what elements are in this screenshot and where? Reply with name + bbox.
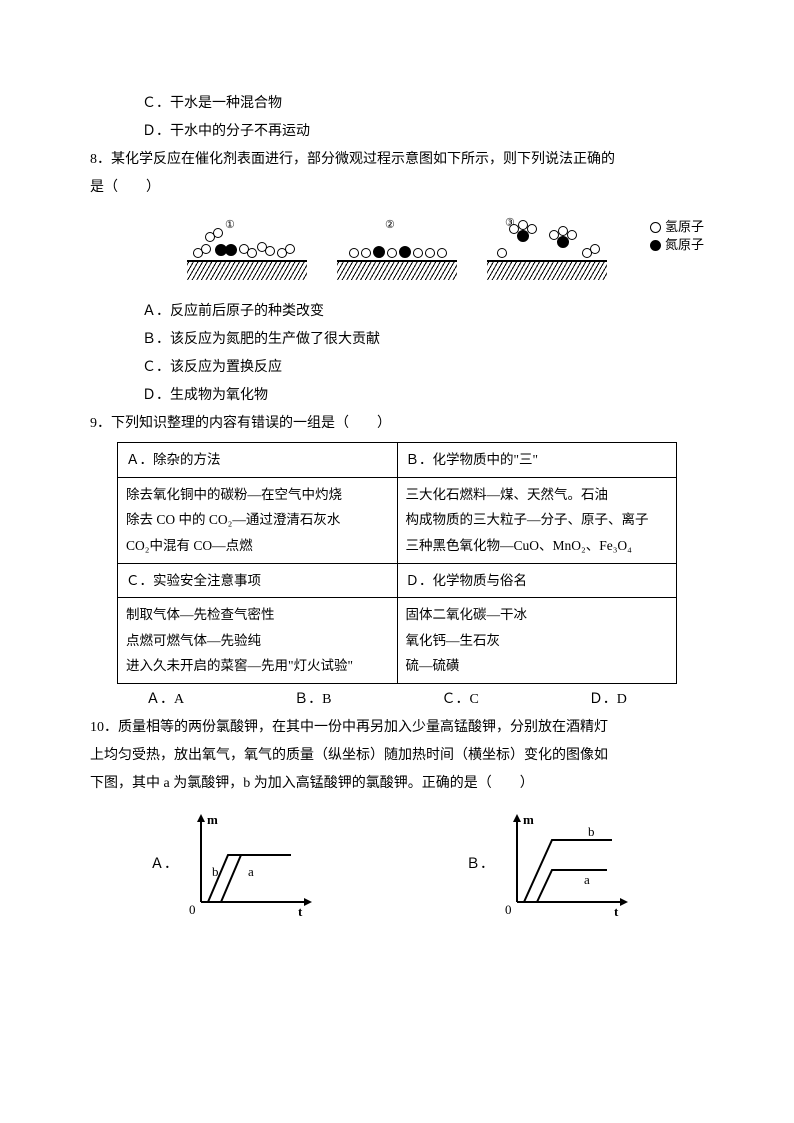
q9-table: Ａ．除杂的方法 Ｂ．化学物质中的"三" 除去氧化铜中的碳粉—在空气中灼烧 除去 … — [117, 442, 677, 684]
svg-text:0: 0 — [505, 902, 512, 917]
cell-a-head: Ａ．除杂的方法 — [118, 443, 398, 478]
cell-b-head: Ｂ．化学物质中的"三" — [397, 443, 677, 478]
cell-c-line2: 点燃可燃气体—先验纯 — [126, 628, 389, 654]
svg-text:0: 0 — [189, 902, 196, 917]
svg-text:b: b — [212, 864, 219, 879]
q10-stem-line2: 上均匀受热，放出氧气，氧气的质量（纵坐标）随加热时间（横坐标）变化的图像如 — [90, 742, 704, 770]
q10-stem-line3: 下图，其中 a 为氯酸钾，b 为加入高锰酸钾的氯酸钾。正确的是（ ） — [90, 770, 704, 798]
q9-answer-options: Ａ．A Ｂ．B Ｃ．C Ｄ．D — [90, 686, 704, 714]
svg-text:t: t — [614, 904, 619, 919]
svg-text:b: b — [588, 824, 595, 839]
q8-option-d: Ｄ．生成物为氧化物 — [90, 382, 704, 410]
chart-option-b: Ｂ． m t 0 a b — [466, 810, 632, 920]
legend-n-label: 氮原子 — [665, 236, 704, 254]
chart-a-label: Ａ． — [150, 851, 178, 879]
molecules-1 — [187, 220, 307, 260]
svg-text:t: t — [298, 904, 303, 919]
cell-a-line1: 除去氧化铜中的碳粉—在空气中灼烧 — [126, 482, 389, 508]
chart-a-svg: m t 0 a b — [186, 810, 316, 920]
surface-3: ③ — [487, 220, 607, 280]
cell-c-line3: 进入久未开启的菜窖—先用"灯火试验" — [126, 653, 389, 679]
catalyst-surface-hatching — [487, 260, 607, 280]
q10-stem-line1: 10．质量相等的两份氯酸钾，在其中一份中再另加入少量高锰酸钾，分别放在酒精灯 — [90, 714, 704, 742]
hydrogen-atom-icon — [650, 222, 661, 233]
cell-d-line3: 硫—硫磺 — [406, 653, 669, 679]
cell-c-line1: 制取气体—先检查气密性 — [126, 602, 389, 628]
chart-b-label: Ｂ． — [466, 851, 494, 879]
catalyst-surface-hatching — [337, 260, 457, 280]
legend-hydrogen: 氢原子 — [650, 218, 704, 236]
svg-text:m: m — [207, 812, 218, 827]
cell-b-body: 三大化石燃料—煤、天然气。石油 构成物质的三大粒子—分子、原子、离子 三种黑色氧… — [397, 477, 677, 563]
cell-b-line2: 构成物质的三大粒子—分子、原子、离子 — [406, 507, 669, 533]
cell-b-line3: 三种黑色氧化物—CuO、MnO₂、Fe₃O₄ — [406, 533, 669, 559]
catalyst-surface-hatching — [187, 260, 307, 280]
cell-c-body: 制取气体—先检查气密性 点燃可燃气体—先验纯 进入久未开启的菜窖—先用"灯火试验… — [118, 598, 398, 684]
q9-stem: 9．下列知识整理的内容有错误的一组是（ ） — [90, 410, 704, 438]
q9-ans-a: Ａ．A — [146, 686, 184, 714]
surface-1: ① — [187, 220, 307, 280]
q8-stem-line2: 是（ ） — [90, 174, 704, 202]
svg-text:m: m — [523, 812, 534, 827]
q9-ans-c: Ｃ．C — [441, 686, 478, 714]
cell-a-line3: CO₂中混有 CO—点燃 — [126, 533, 389, 559]
q9-ans-b: Ｂ．B — [294, 686, 331, 714]
legend-h-label: 氢原子 — [665, 218, 704, 236]
cell-d-line2: 氧化钙—生石灰 — [406, 628, 669, 654]
svg-text:a: a — [584, 872, 590, 887]
surface-2: ② — [337, 220, 457, 280]
cell-a-body: 除去氧化铜中的碳粉—在空气中灼烧 除去 CO 中的 CO₂—通过澄清石灰水 CO… — [118, 477, 398, 563]
q10-charts: Ａ． m t 0 a b Ｂ． m t 0 a b — [90, 810, 704, 920]
cell-d-line1: 固体二氧化碳—干冰 — [406, 602, 669, 628]
q7-option-d: Ｄ．干水中的分子不再运动 — [90, 118, 704, 146]
cell-d-body: 固体二氧化碳—干冰 氧化钙—生石灰 硫—硫磺 — [397, 598, 677, 684]
q8-option-a: Ａ．反应前后原子的种类改变 — [90, 298, 704, 326]
molecules-3 — [487, 220, 607, 260]
chart-b-svg: m t 0 a b — [502, 810, 632, 920]
q8-option-c: Ｃ．该反应为置换反应 — [90, 354, 704, 382]
cell-b-line1: 三大化石燃料—煤、天然气。石油 — [406, 482, 669, 508]
chart-option-a: Ａ． m t 0 a b — [150, 810, 316, 920]
catalyst-surfaces: ① ② — [187, 220, 607, 280]
nitrogen-atom-icon — [650, 240, 661, 251]
cell-a-line2: 除去 CO 中的 CO₂—通过澄清石灰水 — [126, 507, 389, 533]
cell-c-head: Ｃ．实验安全注意事项 — [118, 563, 398, 598]
q8-option-b: Ｂ．该反应为氮肥的生产做了很大贡献 — [90, 326, 704, 354]
cell-d-head: Ｄ．化学物质与俗名 — [397, 563, 677, 598]
q8-stem-line1: 8．某化学反应在催化剂表面进行，部分微观过程示意图如下所示，则下列说法正确的 — [90, 146, 704, 174]
q7-option-c: Ｃ．干水是一种混合物 — [90, 90, 704, 118]
q8-diagram: ① ② — [90, 210, 704, 290]
legend-nitrogen: 氮原子 — [650, 236, 704, 254]
q9-ans-d: Ｄ．D — [589, 686, 627, 714]
atom-legend: 氢原子 氮原子 — [650, 218, 704, 254]
molecules-2 — [337, 220, 457, 260]
svg-text:a: a — [248, 864, 254, 879]
